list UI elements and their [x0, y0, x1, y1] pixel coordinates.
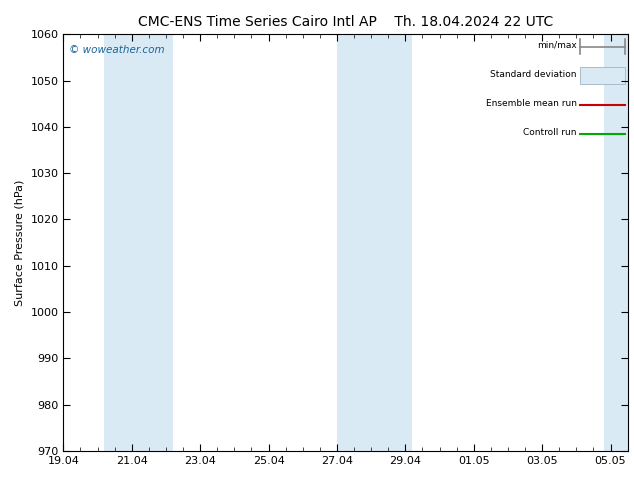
- Text: min/max: min/max: [537, 41, 577, 49]
- Bar: [604, 34, 634, 451]
- Text: © woweather.com: © woweather.com: [69, 45, 165, 55]
- Text: Standard deviation: Standard deviation: [490, 70, 577, 79]
- Bar: [579, 68, 625, 84]
- Y-axis label: Surface Pressure (hPa): Surface Pressure (hPa): [15, 179, 25, 306]
- Bar: [337, 34, 412, 451]
- Text: Controll run: Controll run: [524, 128, 577, 137]
- Text: Ensemble mean run: Ensemble mean run: [486, 99, 577, 108]
- Bar: [105, 34, 173, 451]
- Title: CMC-ENS Time Series Cairo Intl AP    Th. 18.04.2024 22 UTC: CMC-ENS Time Series Cairo Intl AP Th. 18…: [138, 15, 553, 29]
